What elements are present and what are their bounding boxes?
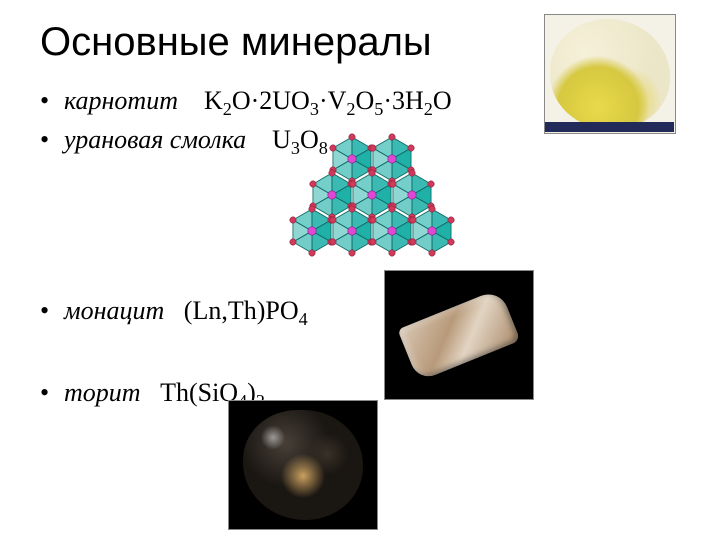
mineral-formula: K2O·2UO3·V2O5·3H2O bbox=[204, 86, 452, 115]
list-item: монацит (Ln,Th)PO4 bbox=[40, 293, 680, 332]
mineral-icon bbox=[550, 19, 670, 129]
mineral-name: карнотит bbox=[64, 86, 178, 115]
mineral-name: торит bbox=[64, 378, 141, 407]
slide: Основные минералы карнотит K2O·2UO3·V2O5… bbox=[0, 0, 720, 540]
mineral-formula: (Ln,Th)PO4 bbox=[184, 296, 308, 325]
spacer bbox=[171, 296, 178, 325]
mineral-icon bbox=[243, 410, 363, 520]
mineral-list-2: монацит (Ln,Th)PO4 bbox=[40, 293, 680, 332]
crystal-lattice-diagram bbox=[272, 120, 472, 280]
photo-caption-bar bbox=[544, 122, 674, 132]
spacer bbox=[147, 378, 154, 407]
thorite-photo bbox=[228, 400, 378, 530]
mineral-name: урановая смолка bbox=[64, 125, 246, 154]
mineral-icon bbox=[398, 288, 521, 381]
spacer bbox=[184, 86, 197, 115]
monazite-photo bbox=[384, 270, 534, 400]
spacer-block bbox=[40, 331, 680, 375]
carnotite-photo bbox=[544, 14, 676, 134]
lattice-svg bbox=[272, 120, 472, 280]
mineral-name: монацит bbox=[64, 296, 164, 325]
spacer bbox=[253, 125, 266, 154]
